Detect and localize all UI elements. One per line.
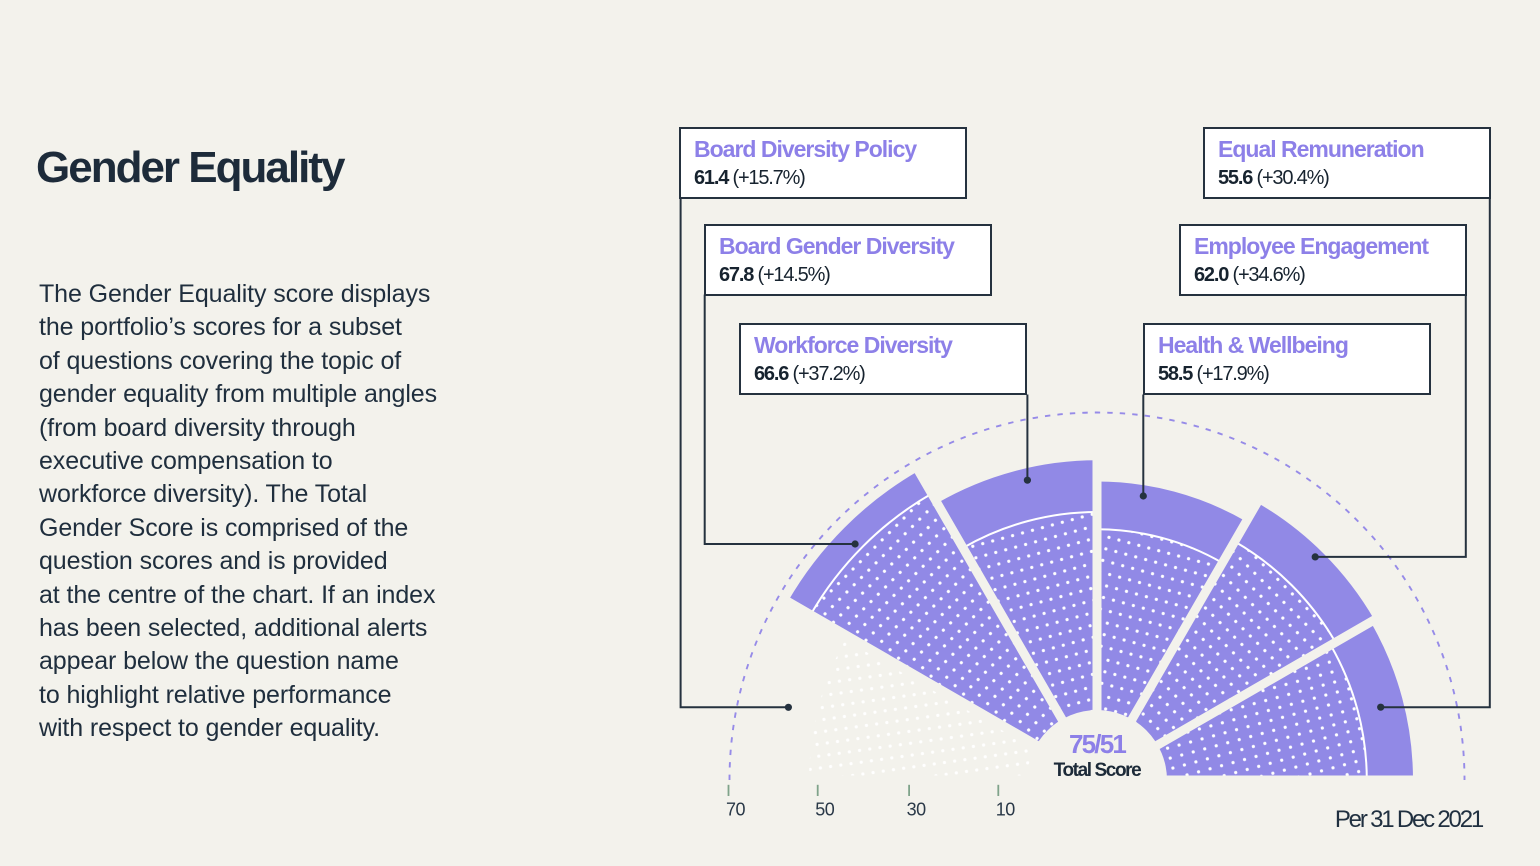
svg-text:10: 10	[996, 800, 1016, 820]
svg-text:75/51: 75/51	[1069, 729, 1126, 759]
svg-text:Total Score: Total Score	[1054, 760, 1141, 781]
svg-text:50: 50	[815, 800, 835, 820]
svg-text:30: 30	[907, 800, 927, 820]
svg-text:70: 70	[726, 800, 746, 820]
